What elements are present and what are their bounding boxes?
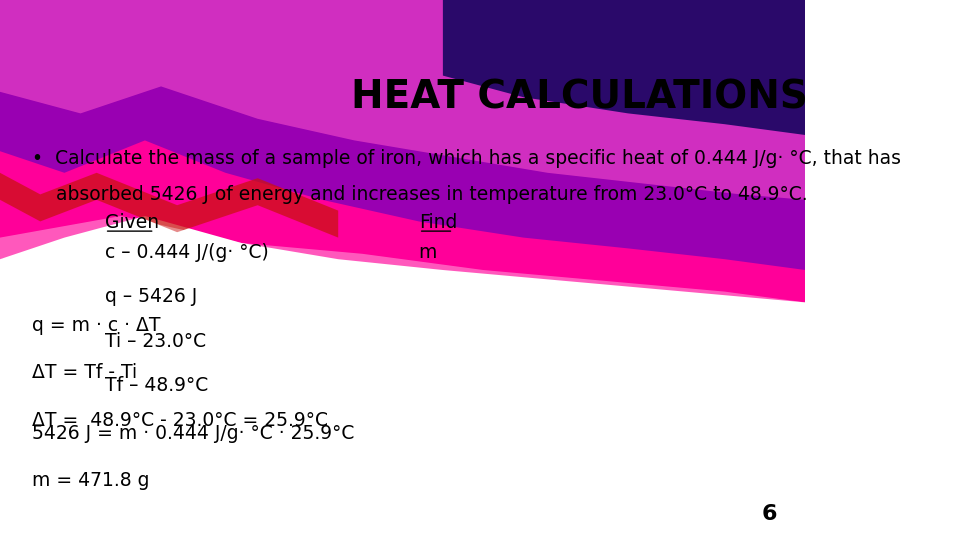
Text: m: m <box>419 243 437 262</box>
Polygon shape <box>0 173 338 238</box>
Polygon shape <box>0 0 805 270</box>
Text: q – 5426 J: q – 5426 J <box>105 287 197 306</box>
Text: Given: Given <box>105 213 158 232</box>
Polygon shape <box>0 0 805 200</box>
Text: Find: Find <box>419 213 457 232</box>
Text: c – 0.444 J/(g· °C): c – 0.444 J/(g· °C) <box>105 243 269 262</box>
Polygon shape <box>443 0 805 135</box>
Text: Ti – 23.0°C: Ti – 23.0°C <box>105 332 205 350</box>
Text: •  Calculate the mass of a sample of iron, which has a specific heat of 0.444 J/: • Calculate the mass of a sample of iron… <box>33 148 901 167</box>
Text: ΔT = Tf - Ti: ΔT = Tf - Ti <box>33 363 137 382</box>
Text: m = 471.8 g: m = 471.8 g <box>33 471 150 490</box>
Text: ΔT =  48.9°C - 23.0°C = 25.9°C: ΔT = 48.9°C - 23.0°C = 25.9°C <box>33 411 328 430</box>
Text: q = m · c · ΔT: q = m · c · ΔT <box>33 316 160 335</box>
Polygon shape <box>0 216 805 324</box>
Text: absorbed 5426 J of energy and increases in temperature from 23.0°C to 48.9°C.: absorbed 5426 J of energy and increases … <box>33 185 807 204</box>
Polygon shape <box>0 0 805 302</box>
Text: Tf – 48.9°C: Tf – 48.9°C <box>105 376 208 395</box>
Text: 6: 6 <box>761 504 777 524</box>
Text: 5426 J = m · 0.444 J/g· °C · 25.9°C: 5426 J = m · 0.444 J/g· °C · 25.9°C <box>33 424 354 443</box>
Text: HEAT CALCULATIONS: HEAT CALCULATIONS <box>351 78 808 116</box>
